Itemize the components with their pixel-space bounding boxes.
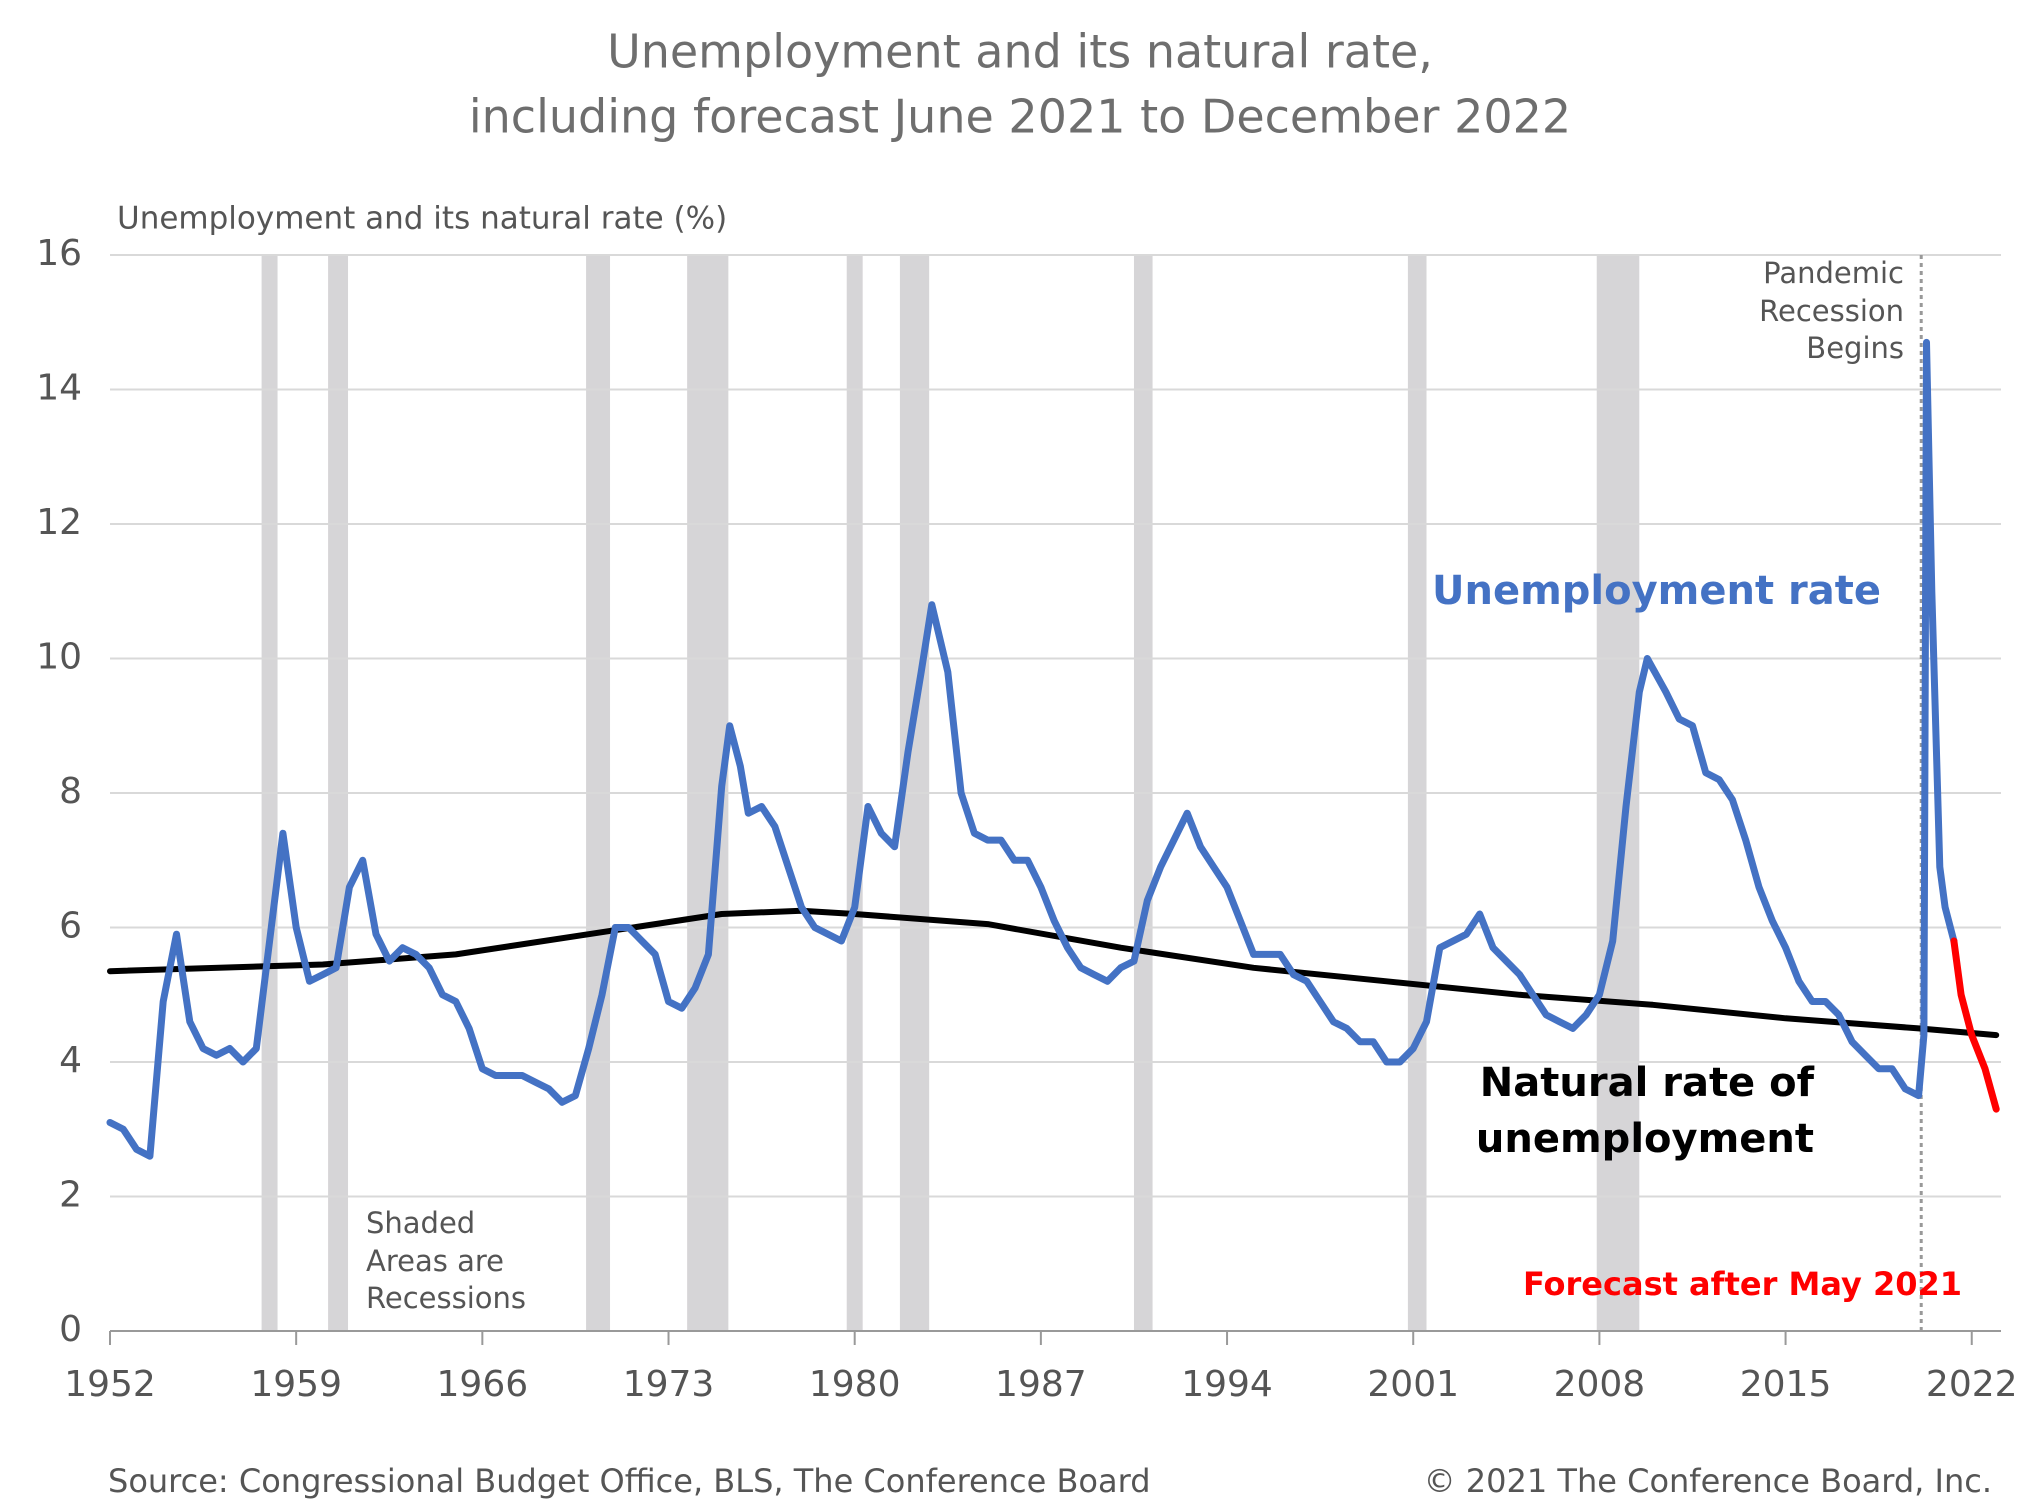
copyright: © 2021 The Conference Board, Inc. — [1424, 1462, 1992, 1500]
y-tick-label: 12 — [36, 502, 82, 543]
line-layer — [106, 338, 2000, 1160]
y-tick-label: 4 — [59, 1040, 82, 1081]
y-tick-label: 16 — [36, 233, 82, 274]
x-tick-label: 2022 — [1926, 1364, 2018, 1405]
series-label: Unemployment rate — [1432, 568, 1881, 614]
y-tick-label: 14 — [36, 368, 82, 409]
axis-layer: 0 2 4 6 8 10 12 14 16 1952 1959 1966 1973 1980 1987 199… — [36, 233, 2017, 1405]
x-tick-label: 1966 — [437, 1364, 529, 1405]
y-tick-label: 0 — [59, 1309, 82, 1350]
y-tick-label: 8 — [59, 771, 82, 812]
x-tick-label: 2001 — [1367, 1364, 1459, 1405]
series-line — [107, 907, 2000, 1039]
chart-title: Unemployment and its natural rate, — [607, 25, 1433, 79]
grid-layer — [110, 254, 2001, 1332]
y-axis-label: Unemployment and its natural rate (%) — [117, 201, 727, 237]
x-tick-label: 1959 — [250, 1364, 342, 1405]
x-tick-label: 1952 — [64, 1364, 156, 1405]
y-tick-label: 10 — [36, 637, 82, 678]
source: Source: Congressional Budget Office, BLS… — [108, 1462, 1151, 1500]
x-tick-label: 2008 — [1554, 1364, 1646, 1405]
recession-note: Shaded Areas are Recessions — [366, 1206, 526, 1316]
chart-subtitle: including forecast June 2021 to December… — [469, 90, 1571, 144]
y-tick-label: 2 — [59, 1175, 82, 1216]
x-tick-label: 1973 — [623, 1364, 715, 1405]
x-tick-label: 2015 — [1740, 1364, 1832, 1405]
y-tick-label: 6 — [59, 906, 82, 947]
series-label: Forecast after May 2021 — [1522, 1265, 1962, 1303]
series-line — [106, 338, 1958, 1160]
x-tick-label: 1980 — [809, 1364, 901, 1405]
series-label: Natural rate of unemployment — [1475, 1060, 1814, 1162]
series-line — [1950, 937, 2000, 1113]
pandemic-note: Pandemic Recession Begins — [1759, 256, 1904, 366]
x-tick-label: 1987 — [995, 1364, 1087, 1405]
x-tick-label: 1994 — [1181, 1364, 1273, 1405]
